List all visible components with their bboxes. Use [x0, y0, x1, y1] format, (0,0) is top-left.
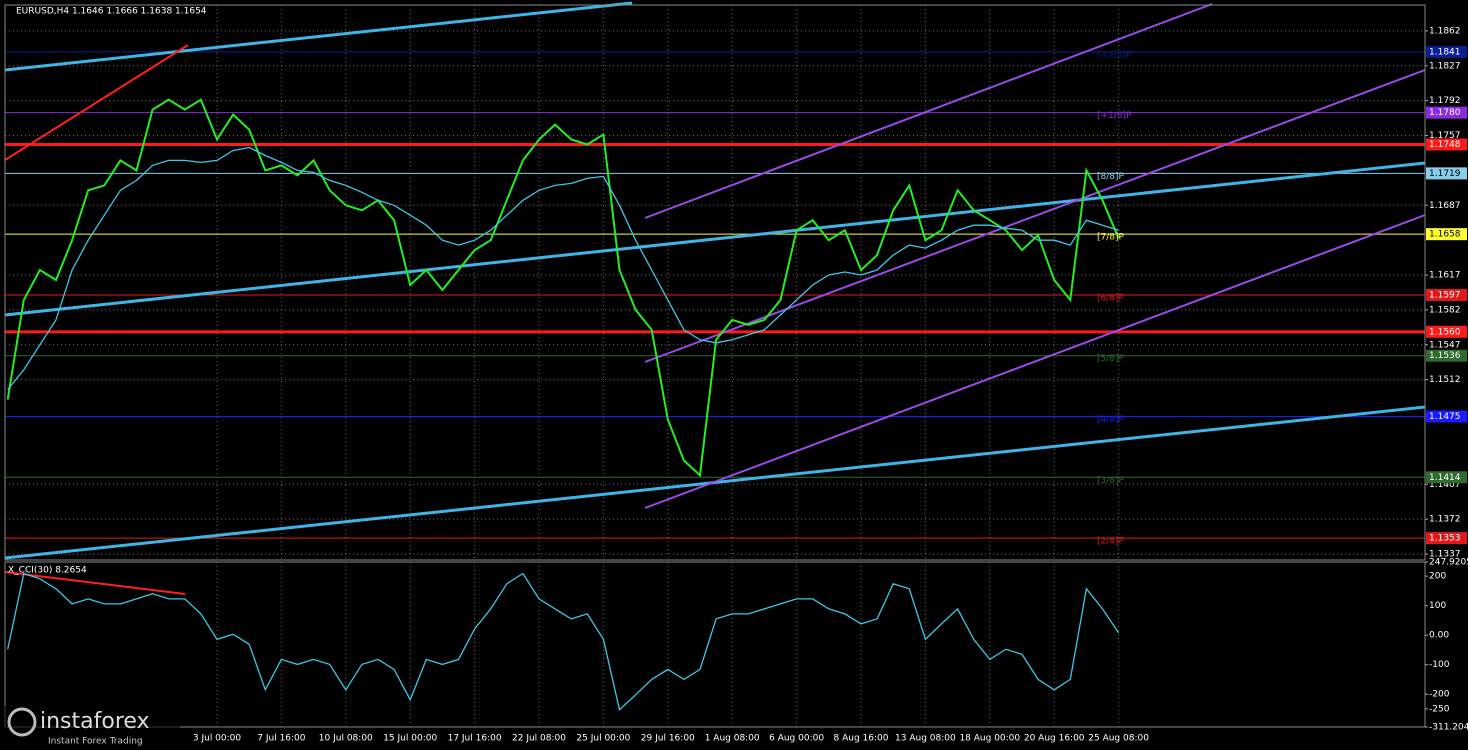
indicator-frame	[4, 561, 1426, 728]
y-tick-label: -250	[1429, 704, 1450, 714]
y-tick-label: 1.1757	[1429, 131, 1461, 141]
y-tick-label: 200	[1429, 572, 1446, 582]
chart-title: EURUSD,H4 1.1646 1.1666 1.1638 1.1654	[16, 7, 207, 17]
trend-lines	[4, 1, 1426, 595]
x-tick-label: 7 Jul 16:00	[257, 734, 306, 744]
x-tick-label: 18 Aug 00:00	[959, 734, 1020, 744]
y-tick-label: 1.1337	[1429, 550, 1461, 560]
y-tick-label: 1.1512	[1429, 375, 1461, 385]
divergence-line	[4, 571, 186, 595]
series	[6, 98, 1120, 712]
level-label: 1.1536	[1429, 351, 1461, 361]
x-tick-label: 8 Aug 16:00	[834, 734, 889, 744]
x-tick-label: 29 Jul 16:00	[641, 734, 695, 744]
indicator-title: X_CCI(30) 8.2654	[8, 566, 87, 576]
logo	[7, 707, 37, 737]
level-label: 1.1748	[1429, 140, 1461, 150]
x-tick-label: 25 Aug 08:00	[1088, 734, 1149, 744]
y-tick-label: 247.9205	[1429, 558, 1468, 568]
channel-line	[644, 69, 1426, 363]
level-label: 1.1560	[1429, 327, 1461, 337]
level-label: 1.1780	[1429, 108, 1461, 118]
trend-line	[4, 161, 1426, 317]
level-box	[1426, 106, 1467, 119]
level-box	[1426, 325, 1467, 338]
trend-line	[4, 1, 633, 72]
x-tick-label: 13 Aug 08:00	[895, 734, 956, 744]
x-tick-label: 17 Jul 16:00	[448, 734, 502, 744]
y-tick-label: 1.1582	[1429, 305, 1461, 315]
y-tick-label: -200	[1429, 690, 1450, 700]
series-line	[7, 146, 1119, 391]
x-tick-label: 3 Jul 00:00	[193, 734, 242, 744]
y-tick-label: -311.2049	[1429, 723, 1468, 733]
y-tick-label: -100	[1429, 660, 1450, 670]
level-box	[1426, 410, 1467, 423]
level-box	[1426, 349, 1467, 362]
level-box	[1426, 532, 1467, 545]
grid	[5, 5, 1425, 727]
level-label: 1.1597	[1429, 290, 1461, 300]
y-tick-label: 1.1792	[1429, 96, 1461, 106]
level-box	[1426, 288, 1467, 301]
level-tag: [2/8]P	[1097, 537, 1125, 547]
y-tick-label: 1.1862	[1429, 26, 1461, 36]
level-tag: [3/8]P	[1097, 476, 1125, 486]
level-tag: [6/8]P	[1097, 293, 1125, 303]
y-tick-label: 1.1407	[1429, 480, 1461, 490]
y-tick-label: 1.1372	[1429, 515, 1461, 525]
labels: 1.1862 1.1827 1.1792 1.1757 1.1687 1.1617 1.15…	[193, 26, 1468, 743]
level-label: 1.1658	[1429, 230, 1461, 240]
level-tag: [8/8]P	[1097, 172, 1125, 182]
channel-line	[644, 3, 1213, 219]
levels	[5, 51, 1425, 539]
level-tag: [+1/8]P	[1097, 111, 1132, 121]
y-tick-label: 1.1547	[1429, 340, 1461, 350]
x-tick-label: 22 Jul 08:00	[512, 734, 566, 744]
y-tick-label: 1.1617	[1429, 271, 1461, 281]
level-box	[1426, 228, 1467, 241]
level-label: 1.1414	[1429, 473, 1461, 483]
level-tag: [5/8]P	[1097, 354, 1125, 364]
plot-frame	[4, 4, 1426, 561]
level-box	[1426, 471, 1467, 484]
level-box	[1426, 138, 1467, 151]
x-tick-label: 10 Jul 08:00	[319, 734, 373, 744]
level-tag: [+2/8]P	[1097, 50, 1132, 60]
y-tick-label: 1.1827	[1429, 61, 1461, 71]
y-tick-label: 1.1687	[1429, 201, 1461, 211]
level-box	[1426, 167, 1467, 180]
level-label: 1.1475	[1429, 412, 1461, 422]
level-label: 1.1353	[1429, 534, 1461, 544]
x-tick-label: 20 Aug 16:00	[1024, 734, 1085, 744]
x-tick-label: 15 Jul 00:00	[383, 734, 437, 744]
level-label: 1.1719	[1429, 169, 1461, 179]
x-tick-label: 25 Jul 00:00	[576, 734, 630, 744]
level-label: 1.1841	[1429, 47, 1461, 57]
tagline: Instant Forex Trading	[48, 737, 143, 747]
level-tag: [7/8]P	[1097, 233, 1125, 243]
series-line	[7, 572, 1120, 712]
trend-line	[4, 44, 189, 161]
x-tick-label: 1 Aug 08:00	[705, 734, 760, 744]
series-line	[6, 98, 1120, 478]
x-tick-label: 6 Aug 00:00	[769, 734, 824, 744]
channel-line	[644, 214, 1426, 509]
y-tick-label: 100	[1429, 601, 1446, 611]
y-tick-label: 0.00	[1429, 631, 1449, 641]
level-box	[1426, 45, 1467, 58]
level-tag: [4/8]P	[1097, 415, 1125, 425]
brand: instaforex	[40, 709, 150, 734]
watermark: instaforex Instant Forex Trading	[2, 706, 180, 748]
